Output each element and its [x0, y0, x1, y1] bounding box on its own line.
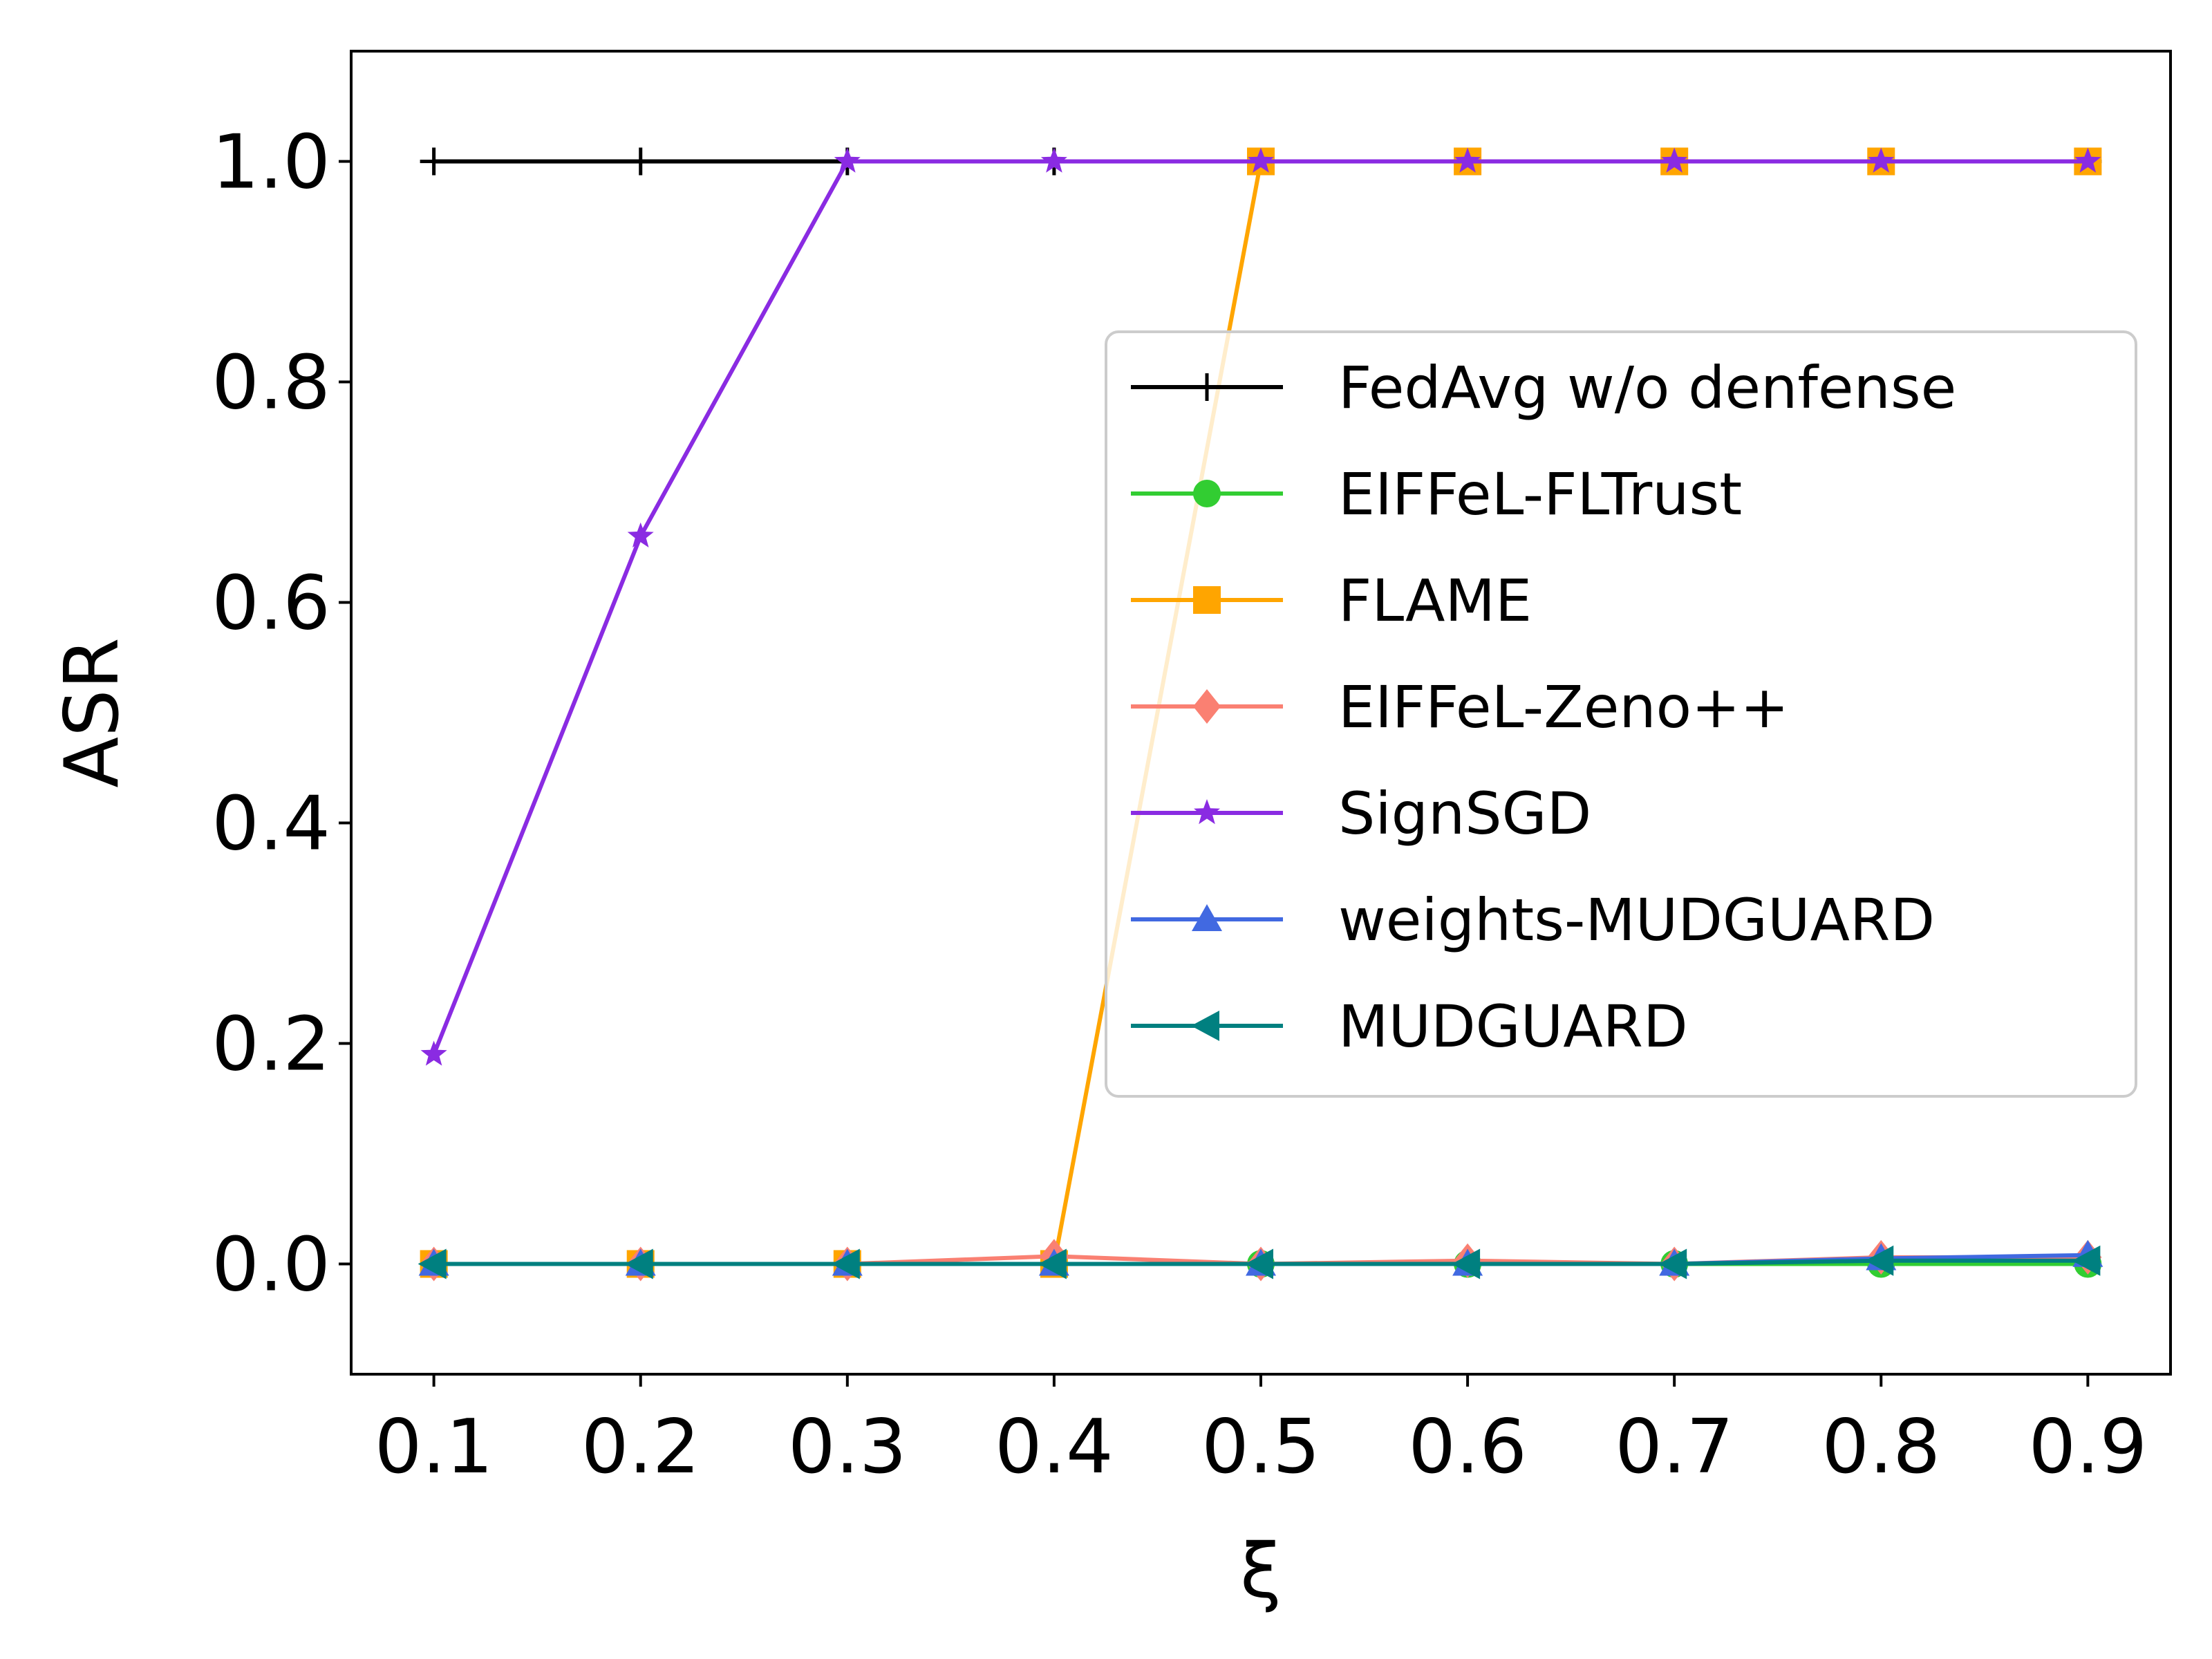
y-axis-label: ASR: [49, 637, 135, 787]
data-point-signsgd: [834, 147, 861, 173]
x-tick-label: 0.9: [2028, 1404, 2147, 1490]
x-tick-label: 0.6: [1408, 1404, 1527, 1490]
data-point-mudguard: [418, 1248, 447, 1280]
legend-items: FedAvg w/o denfense EIFFeL-FLTrust FLAME EI…: [1131, 354, 1956, 1060]
data-point-signsgd: [627, 522, 654, 547]
legend-label: EIFFeL-FLTrust: [1338, 460, 1742, 528]
plot-series-group: [418, 147, 2103, 1282]
x-tick-label: 0.1: [375, 1404, 494, 1490]
data-point-mudguard: [1245, 1248, 1273, 1280]
legend-frame: [1105, 330, 2137, 1098]
series-mudguard: [418, 1245, 2101, 1280]
legend-item-eiffel-zeno: EIFFeL-Zeno++: [1131, 673, 1789, 741]
x-tick-label: 0.4: [995, 1404, 1114, 1490]
y-tick-label: 1.0: [212, 120, 330, 206]
legend-label: weights-MUDGUARD: [1338, 886, 1935, 954]
data-point-signsgd: [1454, 147, 1481, 173]
y-tick-label: 0.4: [212, 781, 330, 868]
legend-item-flame: FLAME: [1131, 567, 1532, 635]
legend-marker-flame: [1193, 586, 1221, 614]
data-point-fedavg-w-o-denfense: [626, 147, 655, 176]
x-axis-label: ξ: [1240, 1528, 1282, 1615]
series-signsgd: [420, 147, 2101, 1066]
legend-item-signsgd: SignSGD: [1131, 780, 1591, 847]
legend-item-weights-mudguard: weights-MUDGUARD: [1131, 886, 1935, 954]
legend-marker-mudguard: [1191, 1011, 1219, 1041]
data-point-signsgd: [1040, 147, 1067, 173]
legend-marker-eiffel-fltrust: [1193, 480, 1221, 507]
legend-label: FedAvg w/o denfense: [1338, 354, 1956, 422]
legend-label: MUDGUARD: [1338, 993, 1688, 1060]
data-point-signsgd: [420, 1040, 447, 1066]
x-tick-label: 0.7: [1615, 1404, 1734, 1490]
legend-marker-fedavg-w-o-denfense: [1193, 373, 1221, 401]
data-point-mudguard: [1038, 1248, 1067, 1280]
legend-item-mudguard: MUDGUARD: [1131, 993, 1688, 1060]
legend-marker-weights-mudguard: [1192, 904, 1222, 931]
data-point-mudguard: [1452, 1248, 1481, 1280]
y-tick-label: 0.6: [212, 561, 330, 647]
legend-item-fedavg-w-o-denfense: FedAvg w/o denfense: [1131, 354, 1956, 422]
data-point-signsgd: [1868, 147, 1895, 173]
legend-label: EIFFeL-Zeno++: [1338, 673, 1789, 741]
x-tick-label: 0.3: [788, 1404, 907, 1490]
legend-item-eiffel-fltrust: EIFFeL-FLTrust: [1131, 460, 1742, 528]
y-tick-label: 0.2: [212, 1002, 330, 1088]
data-point-mudguard: [1658, 1248, 1687, 1280]
x-axis-ticks: 0.1 0.2 0.3 0.4 0.5 0.6 0.7 0.8 0.9: [375, 1374, 2147, 1490]
data-point-mudguard: [1865, 1245, 1894, 1276]
data-point-signsgd: [1248, 147, 1274, 173]
data-point-signsgd: [1661, 147, 1688, 173]
data-point-mudguard: [2072, 1245, 2101, 1276]
data-point-mudguard: [624, 1248, 653, 1280]
legend-label: SignSGD: [1338, 780, 1591, 847]
y-tick-label: 0.8: [212, 340, 330, 427]
data-point-signsgd: [2074, 147, 2101, 173]
x-tick-label: 0.8: [1821, 1404, 1940, 1490]
legend: FedAvg w/o denfense EIFFeL-FLTrust FLAME EI…: [1105, 330, 2137, 1098]
data-point-mudguard: [831, 1248, 860, 1280]
x-tick-label: 0.5: [1201, 1404, 1320, 1490]
x-tick-label: 0.2: [581, 1404, 700, 1490]
data-point-fedavg-w-o-denfense: [420, 147, 448, 176]
y-axis-ticks: 0.0 0.2 0.4 0.6 0.8 1.0: [212, 120, 351, 1309]
legend-marker-signsgd: [1194, 799, 1220, 825]
legend-label: FLAME: [1338, 567, 1532, 635]
legend-marker-eiffel-zeno: [1193, 689, 1221, 724]
y-tick-label: 0.0: [212, 1222, 330, 1309]
